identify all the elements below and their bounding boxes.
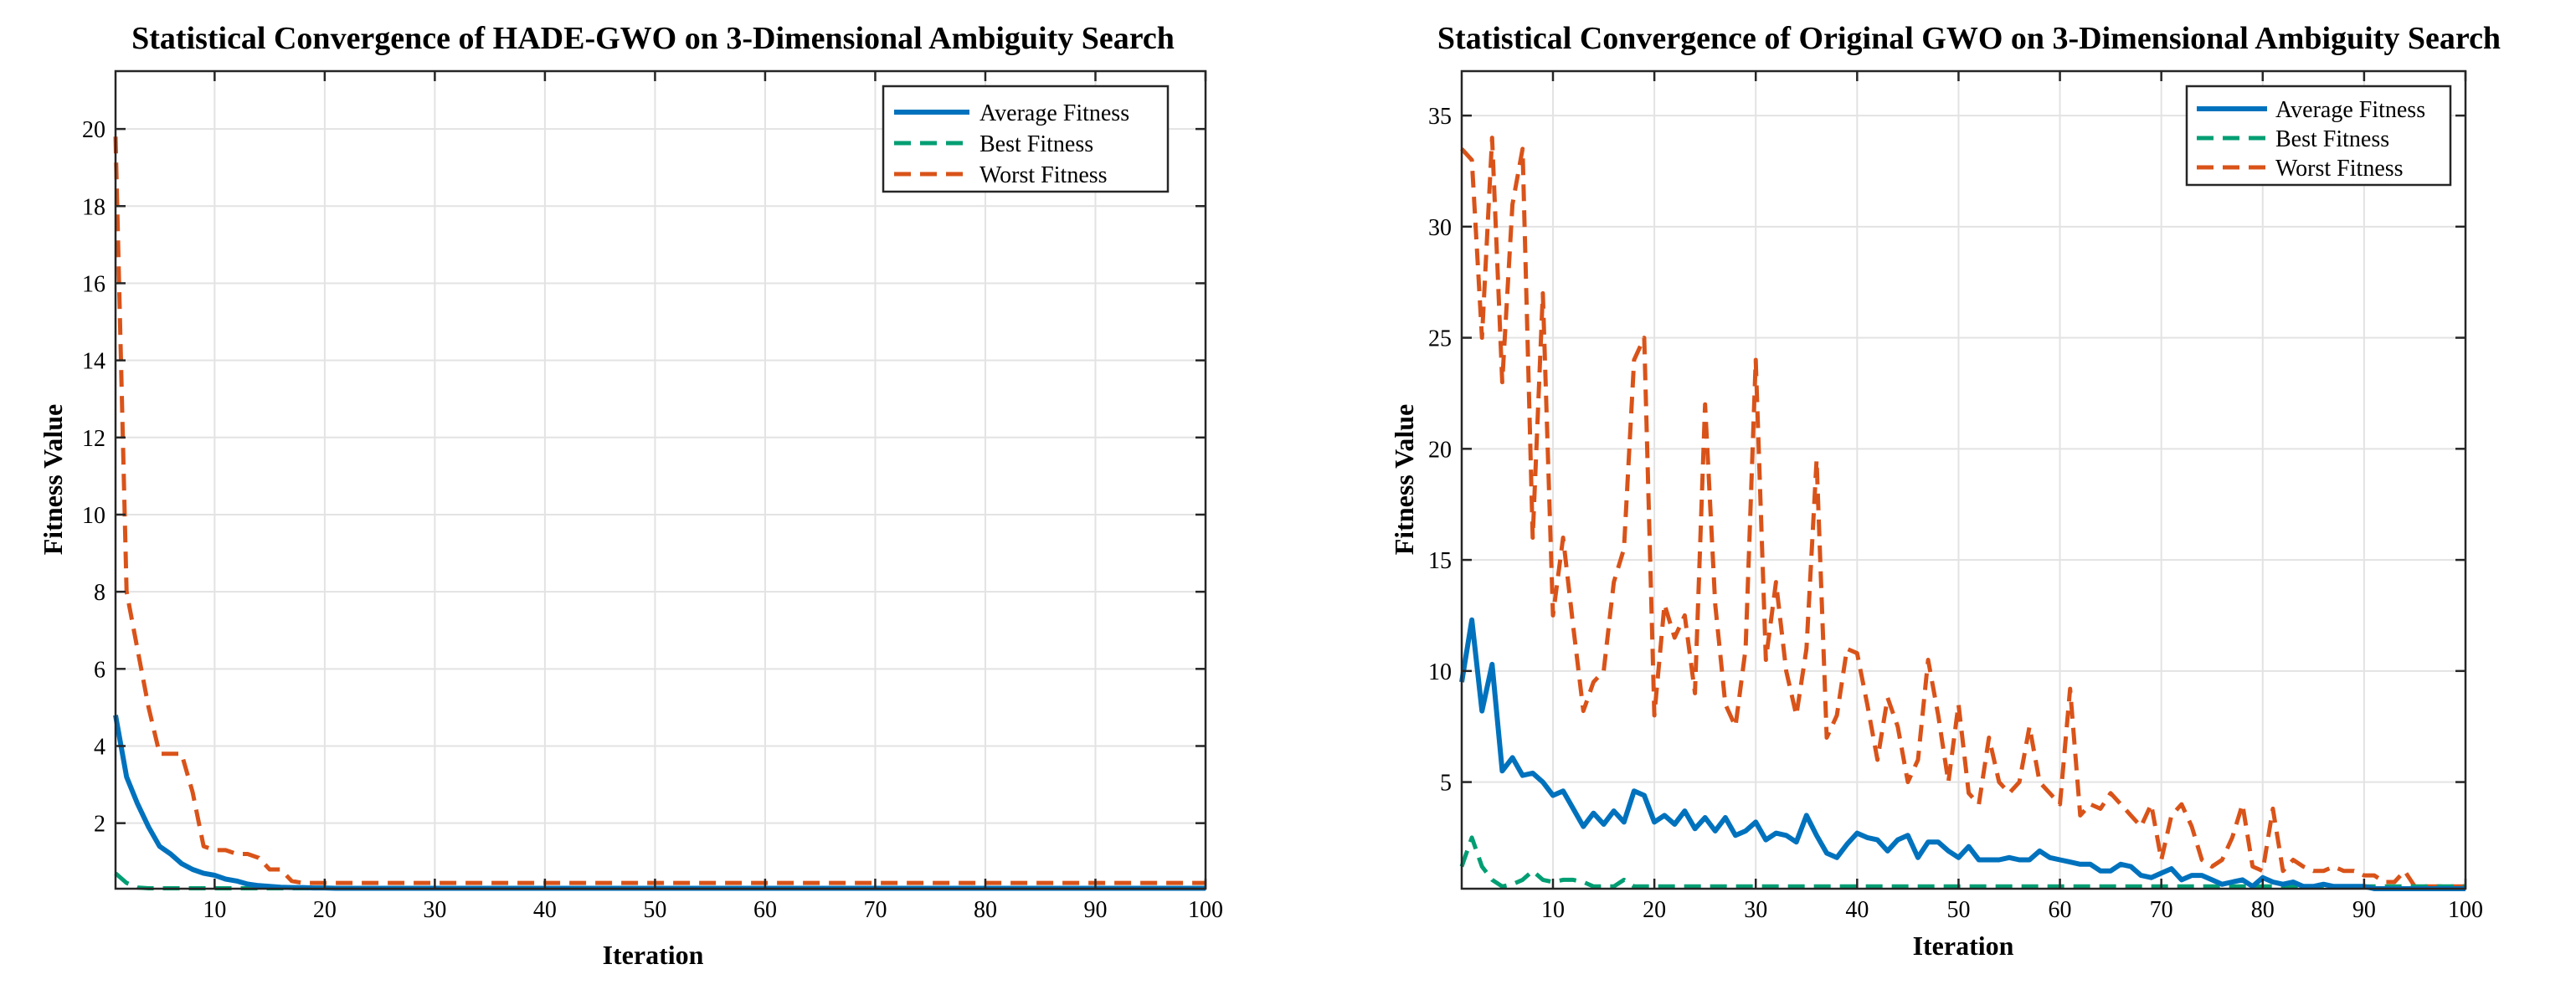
hade-gwo-gridlines (116, 71, 1206, 889)
original-gwo-chart: Statistical Convergence of Original GWO … (1389, 21, 2501, 961)
original-gwo-y-tick-label: 10 (1428, 659, 1452, 685)
legend-label-worst-fitness: Worst Fitness (979, 162, 1108, 188)
hade-gwo-y-tick-label: 12 (82, 426, 105, 452)
original-gwo-y-tick-label: 20 (1428, 437, 1452, 463)
legend-label-worst-fitness: Worst Fitness (2275, 156, 2404, 182)
hade-gwo-x-tick-label: 70 (863, 897, 887, 923)
original-gwo-x-tick-label: 90 (2352, 897, 2376, 923)
legend-label-average-fitness: Average Fitness (979, 100, 1129, 126)
original-gwo-x-tick-label: 50 (1946, 897, 1970, 923)
hade-gwo-y-tick-label: 18 (82, 194, 105, 220)
hade-gwo-x-tick-label: 60 (753, 897, 777, 923)
original-gwo-y-tick-label: 5 (1440, 771, 1452, 797)
original-gwo-x-tick-label: 60 (2049, 897, 2072, 923)
original-gwo-series-best-fitness (1459, 835, 2465, 889)
original-gwo-y-tick-label: 25 (1428, 326, 1452, 352)
hade-gwo-x-tick-label: 40 (533, 897, 557, 923)
hade-gwo-y-tick-label: 16 (82, 271, 105, 297)
original-gwo-legend: Average Fitness Best Fitness Worst Fitne… (2185, 85, 2452, 187)
hade-gwo-y-tick-label: 20 (82, 117, 105, 143)
hade-gwo-axes-frame (114, 69, 1207, 890)
hade-gwo-y-tick-label: 8 (94, 580, 105, 606)
original-gwo-y-tick-label: 35 (1428, 104, 1452, 130)
legend-label-best-fitness: Best Fitness (979, 131, 1093, 157)
original-gwo-x-tick-label: 80 (2251, 897, 2275, 923)
hade-gwo-legend: Average Fitness Best Fitness Worst Fitne… (882, 85, 1170, 193)
original-gwo-ticks: 10 20 30 40 50 60 70 80 90 100 5 10 15 20 25 30 35 (1428, 71, 2483, 923)
original-gwo-x-axis-label: Iteration (1913, 931, 2014, 961)
original-gwo-x-tick-label: 100 (2448, 897, 2483, 923)
hade-gwo-y-tick-label: 10 (82, 503, 105, 529)
hade-gwo-x-tick-label: 100 (1188, 897, 1223, 923)
hade-gwo-x-tick-label: 50 (643, 897, 666, 923)
original-gwo-plot-area (1459, 136, 2465, 891)
hade-gwo-y-tick-label: 14 (82, 349, 105, 375)
original-gwo-y-tick-label: 15 (1428, 548, 1452, 574)
hade-gwo-series-worst-fitness (113, 136, 1206, 885)
original-gwo-x-tick-label: 20 (1643, 897, 1666, 923)
original-gwo-chart-title: Statistical Convergence of Original GWO … (1437, 21, 2501, 56)
hade-gwo-x-tick-label: 20 (313, 897, 337, 923)
hade-gwo-y-axis-label: Fitness Value (38, 404, 68, 555)
original-gwo-axes-frame (1460, 69, 2467, 890)
hade-gwo-series-average-fitness (113, 715, 1206, 891)
original-gwo-y-axis-label: Fitness Value (1389, 404, 1419, 555)
hade-gwo-x-tick-label: 10 (203, 897, 226, 923)
legend-label-average-fitness: Average Fitness (2275, 97, 2425, 123)
hade-gwo-y-tick-label: 2 (94, 812, 105, 838)
legend-label-best-fitness: Best Fitness (2275, 126, 2389, 152)
hade-gwo-x-tick-label: 30 (423, 897, 446, 923)
original-gwo-x-tick-label: 40 (1845, 897, 1869, 923)
original-gwo-x-tick-label: 70 (2150, 897, 2173, 923)
hade-gwo-chart: Statistical Convergence of HADE-GWO on 3… (38, 21, 1223, 970)
hade-gwo-x-tick-label: 90 (1083, 897, 1107, 923)
hade-gwo-chart-title: Statistical Convergence of HADE-GWO on 3… (131, 21, 1175, 56)
hade-gwo-ticks: 10 20 30 40 50 60 70 80 90 100 2 4 6 8 10 12 14 16 18 20 (82, 71, 1223, 923)
hade-gwo-y-tick-label: 6 (94, 657, 105, 683)
original-gwo-y-tick-label: 30 (1428, 215, 1452, 241)
hade-gwo-x-axis-label: Iteration (603, 940, 704, 970)
original-gwo-x-tick-label: 10 (1541, 897, 1565, 923)
original-gwo-series-average-fitness (1459, 617, 2465, 891)
original-gwo-x-tick-label: 30 (1744, 897, 1767, 923)
original-gwo-gridlines (1462, 71, 2466, 889)
hade-gwo-x-tick-label: 80 (974, 897, 997, 923)
hade-gwo-y-tick-label: 4 (94, 734, 105, 760)
original-gwo-series-worst-fitness (1460, 136, 2465, 889)
hade-gwo-plot-area (113, 136, 1206, 891)
